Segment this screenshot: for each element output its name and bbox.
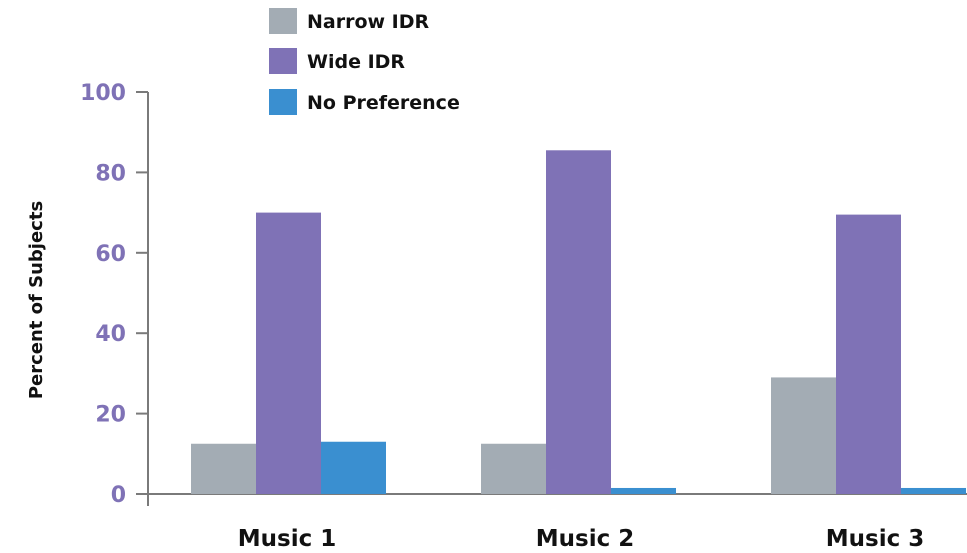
bar-no-preference-3 bbox=[901, 487, 966, 494]
y-tick-label: 20 bbox=[95, 403, 126, 428]
legend-swatch bbox=[269, 8, 297, 34]
x-category-label: Music 2 bbox=[536, 526, 634, 552]
bar-no-preference-2 bbox=[611, 487, 676, 494]
bar-narrow-idr-3 bbox=[771, 377, 836, 494]
legend-label: No Preference bbox=[307, 92, 460, 114]
category-labels: Music 1 Music 2 Music 3 bbox=[238, 526, 924, 552]
y-axis-label: Percent of Subjects bbox=[26, 201, 47, 399]
legend-swatch bbox=[269, 48, 297, 74]
bar-wide-idr-2 bbox=[546, 150, 611, 495]
legend-swatch bbox=[269, 89, 297, 115]
x-category-label: Music 3 bbox=[826, 526, 924, 552]
legend-label: Narrow IDR bbox=[307, 11, 430, 33]
y-tick-label: 60 bbox=[95, 242, 126, 267]
bar-no-preference-1 bbox=[321, 441, 386, 494]
y-tick-label: 0 bbox=[111, 483, 126, 508]
bar-wide-idr-3 bbox=[836, 214, 901, 495]
y-tick-label: 40 bbox=[95, 322, 126, 347]
x-category-label: Music 1 bbox=[238, 526, 336, 552]
y-tick-label: 100 bbox=[80, 81, 126, 106]
y-axis-ticks: 0 20 40 60 80 100 bbox=[80, 81, 148, 508]
legend-label: Wide IDR bbox=[307, 51, 405, 73]
bar-narrow-idr-1 bbox=[191, 443, 256, 494]
bar-narrow-idr-2 bbox=[481, 443, 546, 494]
y-tick-label: 80 bbox=[95, 161, 126, 186]
bars bbox=[191, 150, 966, 495]
bar-wide-idr-1 bbox=[256, 212, 321, 494]
legend: Narrow IDR Wide IDR No Preference bbox=[269, 8, 460, 115]
